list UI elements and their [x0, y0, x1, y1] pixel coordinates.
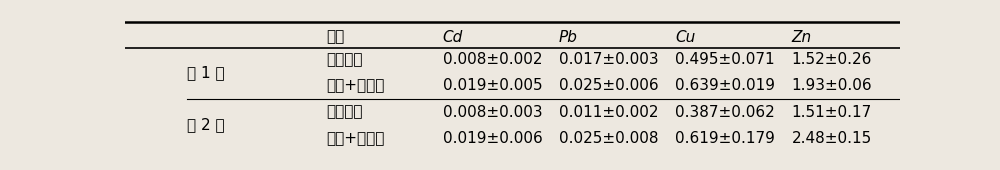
Text: Cd: Cd [443, 30, 463, 45]
Text: 0.017±0.003: 0.017±0.003 [559, 52, 659, 67]
Text: 0.639±0.019: 0.639±0.019 [675, 78, 775, 93]
Text: 0.025±0.008: 0.025±0.008 [559, 131, 658, 146]
Text: Cu: Cu [675, 30, 696, 45]
Text: 1.52±0.26: 1.52±0.26 [792, 52, 872, 67]
Text: 2.48±0.15: 2.48±0.15 [792, 131, 872, 146]
Text: 蔬菜+淋洗剂: 蔬菜+淋洗剂 [326, 131, 385, 146]
Text: 蔬菜+淋洗剂: 蔬菜+淋洗剂 [326, 78, 385, 93]
Text: 处理: 处理 [326, 30, 345, 45]
Text: 0.008±0.003: 0.008±0.003 [443, 105, 542, 120]
Text: 0.387±0.062: 0.387±0.062 [675, 105, 775, 120]
Text: Zn: Zn [792, 30, 812, 45]
Text: 第 2 次: 第 2 次 [187, 118, 225, 133]
Text: 0.008±0.002: 0.008±0.002 [443, 52, 542, 67]
Text: 1.51±0.17: 1.51±0.17 [792, 105, 872, 120]
Text: 单种蔬菜: 单种蔬菜 [326, 52, 363, 67]
Text: Pb: Pb [559, 30, 578, 45]
Text: 0.011±0.002: 0.011±0.002 [559, 105, 658, 120]
Text: 0.019±0.006: 0.019±0.006 [443, 131, 542, 146]
Text: 0.025±0.006: 0.025±0.006 [559, 78, 659, 93]
Text: 1.93±0.06: 1.93±0.06 [792, 78, 872, 93]
Text: 第 1 次: 第 1 次 [187, 65, 225, 80]
Text: 0.495±0.071: 0.495±0.071 [675, 52, 775, 67]
Text: 0.619±0.179: 0.619±0.179 [675, 131, 775, 146]
Text: 单种蔬菜: 单种蔬菜 [326, 105, 363, 120]
Text: 0.019±0.005: 0.019±0.005 [443, 78, 542, 93]
